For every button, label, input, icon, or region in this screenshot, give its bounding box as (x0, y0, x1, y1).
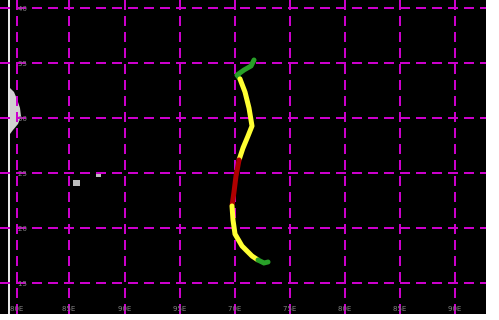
track-segment-tropical-storm (229, 203, 261, 263)
track-segment-low (255, 257, 271, 266)
track-segment-severe (229, 157, 242, 209)
longitude-label: 85E (393, 305, 406, 313)
latitude-label: 15 (18, 280, 27, 288)
longitude-label: 80E (338, 305, 351, 313)
longitude-label: 70E (228, 305, 241, 313)
longitude-label: 90E (448, 305, 461, 313)
latitude-labels: 40 35 30 25 20 15 (18, 5, 27, 288)
latitude-label: 25 (18, 170, 27, 178)
graticule (0, 0, 486, 314)
latitude-label: 40 (18, 5, 27, 13)
latitude-label: 20 (18, 225, 27, 233)
island (96, 172, 101, 177)
storm-track (229, 57, 271, 266)
track-map: 40 35 30 25 20 15 80E 85E 90E 95E 70E 75E 80E 85E 90E (0, 0, 486, 314)
longitude-label: 85E (62, 305, 75, 313)
longitude-label: 80E (10, 305, 23, 313)
latitude-label: 30 (18, 115, 27, 123)
longitude-labels: 80E 85E 90E 95E 70E 75E 80E 85E 90E (10, 305, 461, 313)
landmass (10, 88, 21, 134)
longitude-label: 75E (283, 305, 296, 313)
island (73, 180, 80, 186)
latitude-label: 35 (18, 60, 27, 68)
longitude-label: 90E (118, 305, 131, 313)
track-segment-low (234, 57, 257, 82)
longitude-label: 95E (173, 305, 186, 313)
track-segment-tropical-storm (236, 76, 255, 163)
track-map-svg: 40 35 30 25 20 15 80E 85E 90E 95E 70E 75E 80E 85E 90E (0, 0, 486, 314)
